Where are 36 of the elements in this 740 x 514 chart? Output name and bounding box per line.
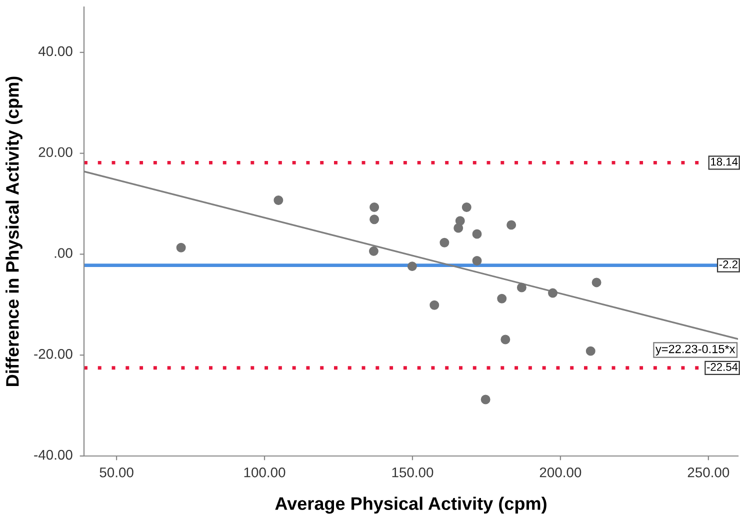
- point: [462, 202, 472, 212]
- point: [548, 288, 558, 298]
- point: [274, 195, 284, 205]
- x-tick-label: 200.00: [540, 467, 582, 478]
- x-tick-label: 250.00: [688, 467, 730, 478]
- point: [440, 238, 450, 248]
- y-tick-label: -20.00: [34, 348, 72, 359]
- x-tick-label: 100.00: [244, 467, 286, 478]
- point: [500, 334, 510, 344]
- ref-line-label: -2.2: [719, 260, 738, 268]
- y-tick-label: .00: [54, 248, 72, 258]
- point: [516, 282, 526, 292]
- y-tick-label: 40.00: [38, 46, 72, 56]
- y-axis-title: Difference in Physical Activity (cpm): [6, 76, 22, 386]
- point: [472, 256, 482, 266]
- x-tick-label: 50.00: [100, 467, 134, 478]
- point: [176, 242, 186, 252]
- point: [407, 262, 417, 272]
- point: [370, 202, 380, 212]
- y-tick-label: -40.00: [34, 450, 72, 460]
- point: [480, 394, 490, 404]
- point: [586, 346, 596, 356]
- point: [497, 294, 507, 304]
- x-tick-label: 150.00: [392, 467, 434, 478]
- x-axis-title: Average Physical Activity (cpm): [275, 496, 546, 514]
- point: [370, 214, 380, 224]
- ref-line-label: 18.14: [711, 158, 738, 166]
- point: [592, 278, 602, 288]
- point: [472, 229, 482, 239]
- point: [506, 220, 516, 230]
- point: [454, 223, 464, 233]
- ref-line-label: -22.54: [706, 363, 738, 371]
- point: [430, 300, 440, 310]
- annotation: y=22.23-0.15*x: [656, 344, 736, 356]
- y-tick-label: 20.00: [38, 147, 72, 158]
- point: [368, 246, 378, 256]
